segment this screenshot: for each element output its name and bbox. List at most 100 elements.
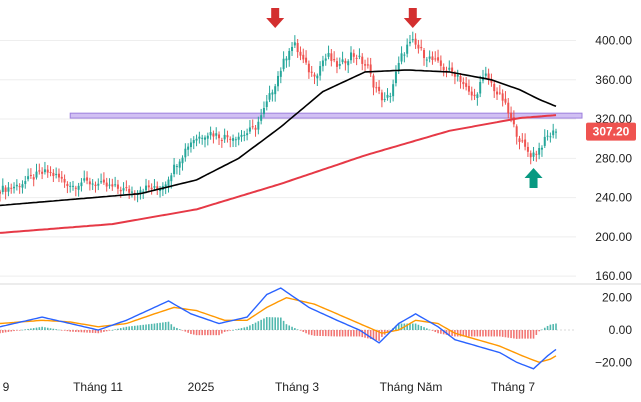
candle-body (521, 140, 524, 142)
candle-body (32, 177, 35, 180)
candle-body (484, 73, 487, 76)
macd-histogram-bar (510, 330, 512, 339)
candle-body (321, 60, 324, 67)
macd-histogram-bar (69, 330, 72, 332)
candle-body (305, 57, 308, 63)
macd-histogram-bar (372, 330, 375, 340)
macd-tick-label: −20.00 (595, 355, 632, 369)
candle-body (515, 126, 518, 137)
macd-histogram-bar (487, 330, 490, 337)
macd-histogram-bar (395, 325, 397, 330)
macd-histogram-bar (507, 330, 510, 338)
time-tick-label: Tháng 7 (491, 380, 535, 394)
macd-histogram-bar (389, 330, 392, 331)
candle-body (364, 64, 367, 66)
candle-body (498, 92, 501, 94)
macd-histogram-bar (181, 330, 184, 331)
candle-body (257, 121, 260, 130)
macd-histogram-bar (493, 330, 496, 337)
candle-body (178, 161, 181, 168)
candle-body (543, 136, 546, 146)
candle-body (170, 175, 173, 182)
macd-histogram-bar (265, 317, 268, 330)
candle-body (218, 134, 221, 139)
candle-body (288, 51, 291, 60)
candle-body (46, 169, 49, 173)
candle-body (529, 153, 532, 158)
candle-body (330, 53, 333, 61)
candle-body (27, 176, 30, 180)
candle-body (260, 115, 263, 121)
macd-histogram-bar (414, 323, 417, 330)
macd-histogram-bar (327, 330, 330, 337)
candle-body (431, 56, 434, 60)
candle-body (88, 181, 91, 185)
macd-histogram-bar (156, 323, 159, 330)
candle-body (355, 57, 358, 59)
candle-body (307, 63, 310, 73)
candle-body (490, 79, 493, 83)
macd-histogram-bar (496, 330, 498, 337)
macd-histogram-bar (355, 330, 358, 337)
candle-body (251, 126, 254, 128)
candle-body (439, 60, 442, 66)
candle-body (243, 134, 246, 136)
price-axis: 400.00 360.00 320.00 280.00 240.00 200.00 160.… (595, 34, 632, 370)
macd-histogram-bar (108, 330, 111, 331)
macd-histogram-bar (451, 330, 453, 336)
signal-line (0, 296, 557, 364)
macd-histogram-bar (46, 327, 49, 330)
candle-body (237, 136, 240, 140)
macd-histogram-bar (479, 330, 481, 337)
macd-histogram-bar (162, 322, 164, 330)
candle-body (316, 75, 319, 79)
candle-body (378, 86, 381, 92)
macd-histogram-bar (555, 323, 557, 330)
macd-histogram-bar (153, 323, 156, 330)
candle-body (274, 86, 277, 95)
candle-body (223, 134, 226, 140)
candle-body (77, 185, 80, 190)
macd-histogram-bar (305, 330, 307, 334)
macd-histogram-bar (420, 325, 423, 330)
macd-histogram-bar (128, 326, 130, 330)
candle-body (414, 38, 417, 45)
macd-histogram-bar (178, 329, 181, 330)
candle-body (4, 187, 7, 192)
macd-histogram-bar (341, 330, 344, 337)
candle-body (220, 140, 223, 142)
candle-body (296, 42, 299, 53)
candle-body (142, 191, 145, 193)
candle-body (459, 76, 462, 82)
candle-body (43, 169, 46, 173)
candle-body (453, 73, 456, 77)
macd-histogram-bar (552, 324, 554, 330)
sell-arrow-icon (266, 8, 285, 28)
candle-body (153, 186, 156, 188)
macd-histogram-bar (437, 330, 439, 334)
candle-body (100, 181, 103, 183)
macd-histogram-bar (212, 330, 215, 336)
macd-histogram-bar (521, 330, 524, 339)
macd-histogram-bar (187, 330, 189, 333)
macd-histogram-bar (524, 330, 526, 339)
candle-body (150, 187, 153, 190)
macd-histogram-bar (173, 326, 175, 330)
candle-body (383, 98, 386, 100)
candle-body (167, 179, 170, 186)
macd-histogram-bar (322, 330, 324, 337)
candle-body (74, 187, 77, 189)
candle-body (108, 184, 111, 186)
macd-histogram-bar (159, 322, 161, 330)
candle-body (181, 157, 184, 164)
time-tick-label: Tháng Năm (380, 380, 443, 394)
candle-body (467, 85, 470, 92)
candle-body (408, 41, 411, 44)
macd-histogram-bar (515, 330, 518, 339)
macd-histogram-bar (468, 330, 470, 337)
price-tick-label: 400.00 (595, 34, 632, 48)
candle-body (72, 185, 75, 187)
macd-histogram-bar (184, 330, 187, 332)
